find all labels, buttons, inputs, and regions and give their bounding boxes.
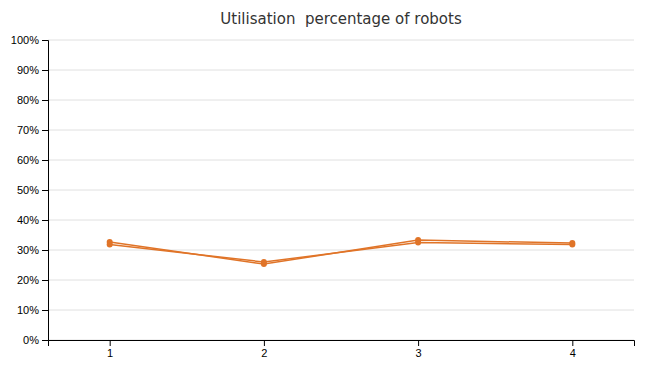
grid-line <box>48 70 634 71</box>
series-line <box>110 240 573 264</box>
x-tick-mark <box>264 340 265 346</box>
x-tick-mark <box>418 340 419 346</box>
y-tick: 60% <box>17 154 48 166</box>
y-tick-label: 80% <box>17 94 39 106</box>
x-axis-line <box>49 341 635 347</box>
y-tick-label: 40% <box>17 214 39 226</box>
y-tick: 10% <box>17 304 48 316</box>
y-tick-mark <box>42 130 48 131</box>
y-tick-label: 10% <box>17 304 39 316</box>
plot-area: 12340%10%20%30%40%50%60%70%80%90%100% <box>11 34 635 359</box>
series-point <box>415 240 421 246</box>
grid-line <box>48 190 634 191</box>
y-tick: 80% <box>17 94 48 106</box>
y-tick-label: 100% <box>11 34 39 46</box>
y-tick: 100% <box>11 34 48 46</box>
y-tick: 40% <box>17 214 48 226</box>
grid-line <box>48 40 634 41</box>
y-axis: 0% 10% 20% 30% 40% 50% 60% 70% 80% 90% 100% <box>11 34 49 346</box>
y-tick-label: 20% <box>17 274 39 286</box>
series-line <box>110 243 573 263</box>
x-tick-label: 3 <box>416 347 422 359</box>
y-tick: 30% <box>17 244 48 256</box>
chart: 12340%10%20%30%40%50%60%70%80%90%100%Uti… <box>0 0 656 370</box>
grid-line <box>48 250 634 251</box>
y-tick-mark <box>42 250 48 251</box>
series-point <box>261 259 267 265</box>
grid-line <box>48 160 634 161</box>
grid-line <box>48 130 634 131</box>
x-tick: 4 <box>570 340 576 359</box>
y-tick: 70% <box>17 124 48 136</box>
y-tick: 50% <box>17 184 48 196</box>
y-tick-mark <box>42 310 48 311</box>
y-tick-mark <box>42 220 48 221</box>
y-tick-mark <box>42 160 48 161</box>
y-tick-mark <box>42 340 48 341</box>
series-point <box>107 242 113 248</box>
y-tick-label: 0% <box>23 334 39 346</box>
x-tick: 3 <box>416 340 422 359</box>
x-tick-label: 4 <box>570 347 576 359</box>
x-tick: 2 <box>261 340 267 359</box>
y-tick-label: 70% <box>17 124 39 136</box>
x-tick-mark <box>572 340 573 346</box>
y-tick-mark <box>42 280 48 281</box>
series-group <box>107 237 576 267</box>
x-axis: 1 2 3 4 <box>49 340 635 359</box>
title: Utilisation percentage of robots <box>220 10 462 28</box>
grid <box>48 40 634 340</box>
x-tick-label: 1 <box>107 347 113 359</box>
y-tick-label: 30% <box>17 244 39 256</box>
grid-line <box>48 100 634 101</box>
y-tick: 90% <box>17 64 48 76</box>
series-point <box>569 242 575 248</box>
y-tick-mark <box>42 40 48 41</box>
y-tick-mark <box>42 100 48 101</box>
chart-container: 12340%10%20%30%40%50%60%70%80%90%100%Uti… <box>0 0 656 370</box>
grid-line <box>48 310 634 311</box>
y-tick-mark <box>42 190 48 191</box>
grid-line <box>48 280 634 281</box>
y-tick-mark <box>42 70 48 71</box>
y-axis-line <box>42 41 49 341</box>
grid-line <box>48 220 634 221</box>
x-tick: 1 <box>107 340 113 359</box>
x-tick-mark <box>110 340 111 346</box>
y-tick-label: 60% <box>17 154 39 166</box>
y-tick-label: 90% <box>17 64 39 76</box>
y-tick-label: 50% <box>17 184 39 196</box>
y-tick: 0% <box>23 334 48 346</box>
y-tick: 20% <box>17 274 48 286</box>
x-tick-label: 2 <box>261 347 267 359</box>
